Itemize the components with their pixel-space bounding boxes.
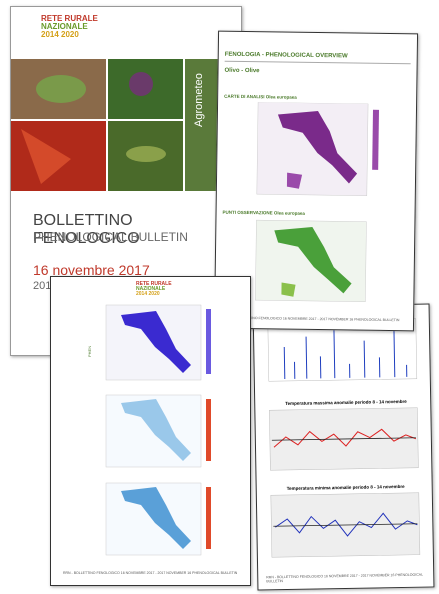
footer: RRN - BOLLETTINO FENOLOGICO 16 NOVEMBRE … bbox=[63, 571, 238, 575]
cover-date: 16 novembre 2017 bbox=[33, 262, 150, 278]
logo: RETE RURALE NAZIONALE 2014 2020 bbox=[136, 282, 172, 297]
logo: RETE RURALE NAZIONALE 2014 2020 bbox=[41, 15, 98, 39]
side-label: Agrometeo bbox=[193, 73, 205, 127]
logo-text: NAZIONALE bbox=[136, 286, 166, 292]
cover-title: BOLLETTINO FENOLOGICO bbox=[33, 212, 140, 247]
charts-page: Temperatura massima anomalie periodo 8 -… bbox=[252, 303, 435, 591]
logo-text: 2014 2020 bbox=[41, 30, 79, 39]
side-label: PHEN bbox=[87, 346, 92, 357]
cover-subtitle: PHENOLOGICAL BULLETIN bbox=[33, 230, 188, 244]
logo-text: 2014 2020 bbox=[136, 291, 160, 297]
maps bbox=[255, 101, 379, 302]
logo-text: RETE RURALE bbox=[41, 14, 98, 23]
overview-page: FENOLOGIA - PHENOLOGICAL OVERVIEW Olivo … bbox=[213, 30, 419, 332]
cover-photos bbox=[11, 59, 241, 191]
charts bbox=[267, 318, 421, 558]
section-title: CARTE DI ANALISI Olea europaea bbox=[224, 93, 297, 100]
page-heading: FENOLOGIA - PHENOLOGICAL OVERVIEW bbox=[224, 51, 348, 60]
cover-page: RETE RURALE NAZIONALE 2014 2020 Agromete… bbox=[10, 6, 242, 356]
maps: PHEN bbox=[87, 304, 211, 556]
maps-page: RETE RURALE NAZIONALE 2014 2020 PHEN RRN… bbox=[50, 276, 251, 586]
logo-text: RETE RURALE bbox=[136, 281, 172, 287]
crop-name: Olivo - Olive bbox=[224, 67, 260, 75]
rule bbox=[224, 60, 411, 65]
logo-text: NAZIONALE bbox=[41, 22, 88, 31]
